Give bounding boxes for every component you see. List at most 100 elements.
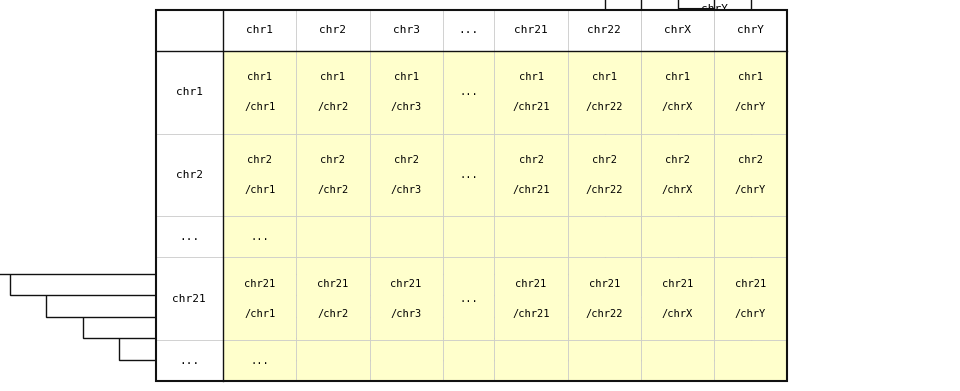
Bar	[223, 10, 297, 51]
Bar	[370, 10, 443, 51]
Bar	[714, 51, 787, 134]
Text: chrX: chrX	[628, 4, 655, 14]
Bar	[297, 10, 370, 51]
Bar	[156, 257, 223, 340]
Bar	[494, 134, 567, 216]
Text: ...: ...	[180, 232, 200, 242]
Bar	[641, 51, 714, 134]
Bar	[567, 51, 641, 134]
Text: chr2: chr2	[665, 155, 690, 165]
Text: chr1: chr1	[248, 72, 273, 83]
Bar	[10, 0, 641, 295]
Bar	[370, 257, 443, 340]
Bar	[297, 257, 370, 340]
Bar	[641, 257, 714, 340]
Text: /chrX: /chrX	[661, 308, 693, 319]
Text: chr22: chr22	[551, 4, 585, 14]
Bar	[641, 134, 714, 216]
Bar	[443, 51, 494, 134]
Bar	[714, 257, 787, 340]
Bar	[223, 134, 297, 216]
Bar	[83, 0, 714, 338]
Text: chr2: chr2	[320, 25, 347, 36]
Text: chrY: chrY	[737, 25, 764, 36]
Bar	[156, 51, 223, 134]
Text: chr2: chr2	[738, 155, 763, 165]
Text: /chr3: /chr3	[391, 185, 421, 195]
Bar	[223, 51, 297, 134]
Bar	[714, 216, 787, 257]
Text: ...: ...	[422, 4, 443, 14]
Text: chr21: chr21	[588, 279, 620, 289]
Text: /chr21: /chr21	[513, 308, 550, 319]
Bar	[714, 134, 787, 216]
Text: chr22: chr22	[588, 25, 621, 36]
Bar	[370, 340, 443, 381]
Text: chr2: chr2	[321, 155, 346, 165]
Text: /chr22: /chr22	[586, 102, 623, 112]
Text: chr1: chr1	[591, 72, 616, 83]
Bar	[297, 51, 370, 134]
Bar	[0, 0, 605, 274]
Text: /chr2: /chr2	[318, 102, 348, 112]
Bar	[567, 216, 641, 257]
Bar	[297, 134, 370, 216]
Text: /chr2: /chr2	[318, 308, 348, 319]
Bar	[494, 257, 567, 340]
Text: chr2: chr2	[591, 155, 616, 165]
Bar	[714, 340, 787, 381]
Bar	[567, 134, 641, 216]
Text: chr2: chr2	[283, 4, 310, 14]
Bar	[567, 10, 641, 51]
Text: /chrX: /chrX	[661, 102, 693, 112]
Text: chr1: chr1	[394, 72, 419, 83]
Text: chr21: chr21	[515, 25, 548, 36]
Text: chr21: chr21	[391, 279, 421, 289]
Text: chr1: chr1	[665, 72, 690, 83]
Bar	[641, 340, 714, 381]
Bar	[494, 216, 567, 257]
Bar	[297, 340, 370, 381]
Text: chr1: chr1	[518, 72, 543, 83]
Text: /chrY: /chrY	[735, 308, 766, 319]
Bar	[494, 10, 567, 51]
Bar	[494, 51, 567, 134]
Text: chr21: chr21	[661, 279, 693, 289]
Text: chr3: chr3	[356, 4, 383, 14]
Bar	[297, 216, 370, 257]
Bar	[714, 10, 787, 51]
Text: ...: ...	[251, 355, 269, 366]
Text: ...: ...	[180, 355, 200, 366]
Text: /chr21: /chr21	[513, 102, 550, 112]
Text: /chrY: /chrY	[735, 102, 766, 112]
Text: chr1: chr1	[246, 25, 274, 36]
Text: chr1: chr1	[321, 72, 346, 83]
Text: /chrX: /chrX	[661, 185, 693, 195]
Text: chrY: chrY	[701, 4, 728, 14]
Text: chr21: chr21	[318, 279, 348, 289]
Bar	[370, 51, 443, 134]
Bar	[156, 340, 223, 381]
Text: /chrY: /chrY	[735, 185, 766, 195]
Text: /chr3: /chr3	[391, 308, 421, 319]
Bar	[156, 134, 223, 216]
Text: /chr3: /chr3	[391, 102, 421, 112]
Text: chr2: chr2	[518, 155, 543, 165]
Text: /chr22: /chr22	[586, 185, 623, 195]
Text: chr21: chr21	[735, 279, 766, 289]
Bar	[223, 257, 297, 340]
Text: chrX: chrX	[664, 25, 691, 36]
Text: /chr1: /chr1	[244, 185, 276, 195]
Text: ...: ...	[459, 87, 478, 97]
Text: /chr1: /chr1	[244, 308, 276, 319]
Bar	[223, 340, 297, 381]
Bar	[494, 340, 567, 381]
Text: ...: ...	[459, 294, 478, 304]
Text: chr21: chr21	[516, 279, 546, 289]
Text: ...: ...	[459, 25, 479, 36]
Text: chr3: chr3	[393, 25, 420, 36]
Bar	[443, 340, 494, 381]
Bar	[567, 257, 641, 340]
Bar	[641, 10, 714, 51]
Bar	[156, 216, 223, 257]
